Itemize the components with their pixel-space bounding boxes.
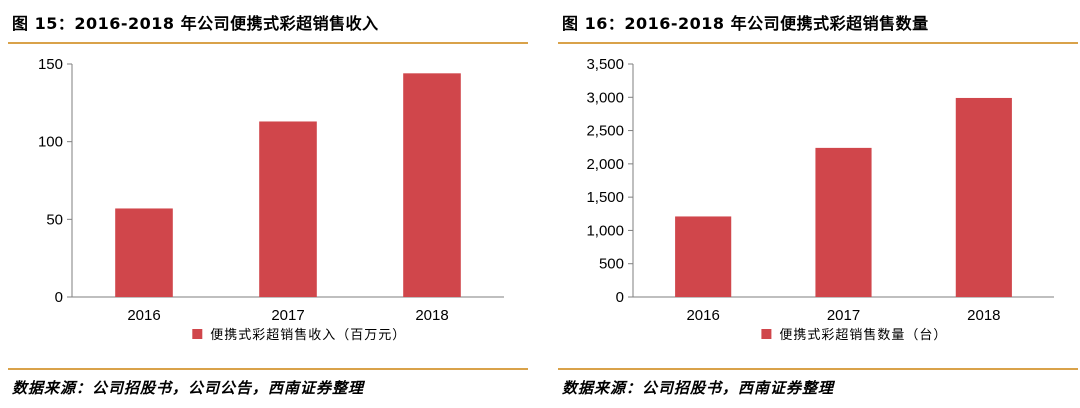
x-tick-label: 2016: [686, 307, 719, 324]
y-tick-label: 2,500: [586, 123, 624, 140]
x-tick-label: 2017: [271, 307, 304, 324]
top-divider: [558, 42, 1078, 44]
legend-swatch: [761, 329, 772, 339]
legend-swatch: [192, 329, 203, 339]
chart-panel-units: 图 16：2016-2018 年公司便携式彩超销售数量 0 500 1,000 1,5…: [558, 0, 1078, 408]
y-tick-label: 0: [616, 289, 624, 306]
legend-label: 便携式彩超销售收入（百万元）: [210, 327, 406, 343]
y-tick-label: 2,000: [586, 156, 624, 173]
revenue-bar-chart: 0 50 100 150 2016 2017 2018 便携式彩超销售收入（百万元）: [38, 56, 504, 343]
bar-2016: [115, 208, 173, 297]
x-tick-label: 2018: [415, 307, 448, 324]
legend-label: 便携式彩超销售数量（台）: [779, 327, 947, 343]
bottom-divider: [8, 368, 528, 370]
y-tick-label: 1,000: [586, 222, 624, 239]
bar-2018: [955, 97, 1012, 297]
y-tick-label: 50: [46, 211, 63, 228]
y-tick-label: 500: [599, 256, 624, 273]
chart-title: 图 16：2016-2018 年公司便携式彩超销售数量: [562, 14, 929, 33]
y-tick-label: 3,000: [586, 89, 624, 106]
y-tick-label: 150: [38, 56, 63, 73]
bar-2018: [403, 73, 461, 297]
chart-panel-revenue: 图 15：2016-2018 年公司便携式彩超销售收入 0 50 100 150 201…: [8, 0, 528, 408]
chart-title: 图 15：2016-2018 年公司便携式彩超销售收入: [12, 14, 379, 33]
x-tick-label: 2018: [967, 307, 1000, 324]
source-note: 数据来源：公司招股书，西南证券整理: [562, 379, 835, 397]
y-tick-label: 100: [38, 134, 63, 151]
y-tick-label: 0: [55, 289, 63, 306]
x-tick-label: 2016: [127, 307, 160, 324]
bar-2017: [259, 121, 317, 298]
bar-2017: [815, 147, 872, 297]
bottom-divider: [558, 368, 1078, 370]
x-tick-label: 2017: [827, 307, 860, 324]
source-note: 数据来源：公司招股书，公司公告，西南证券整理: [12, 379, 365, 397]
units-bar-chart: 0 500 1,000 1,500 2,000 2,500 3,000 3,500 2016 20…: [586, 56, 1054, 343]
y-tick-label: 3,500: [586, 56, 624, 73]
y-tick-label: 1,500: [586, 189, 624, 206]
top-divider: [8, 42, 528, 44]
bar-2016: [675, 216, 732, 297]
